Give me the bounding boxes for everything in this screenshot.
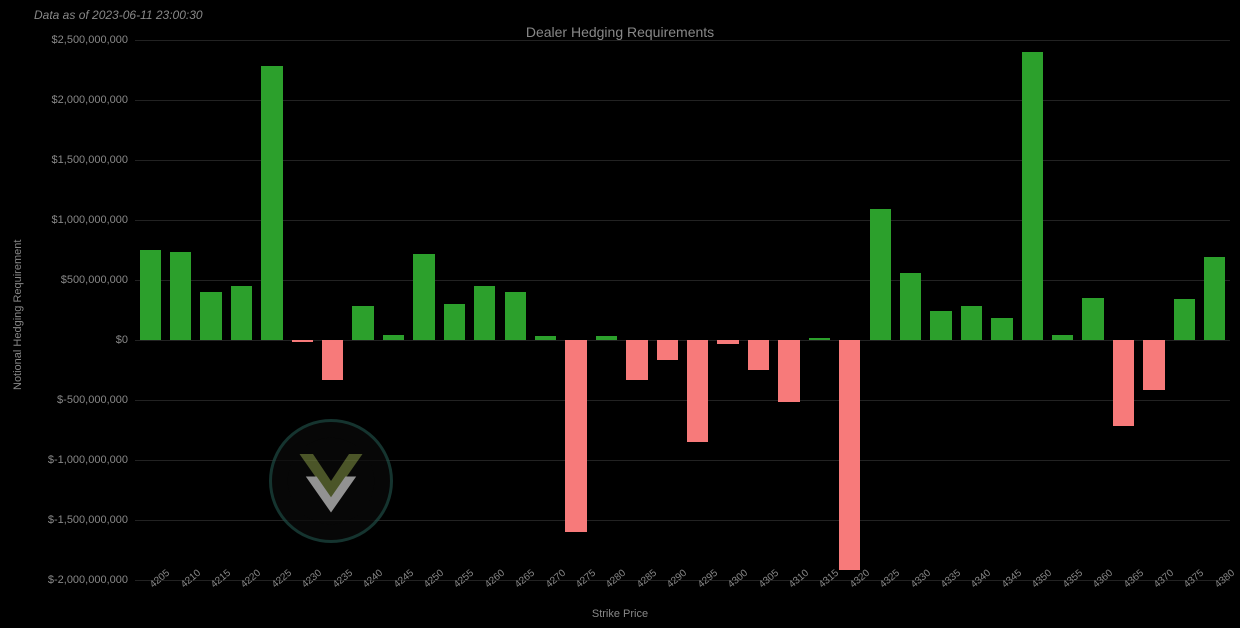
bar bbox=[991, 318, 1012, 340]
bar bbox=[626, 340, 647, 380]
y-tick-label: $1,000,000,000 bbox=[8, 214, 128, 226]
chart-title: Dealer Hedging Requirements bbox=[0, 24, 1240, 40]
gridline bbox=[135, 400, 1230, 401]
bar bbox=[1174, 299, 1195, 340]
bar bbox=[565, 340, 586, 532]
bar bbox=[809, 338, 830, 340]
bar bbox=[1204, 257, 1225, 340]
bar bbox=[839, 340, 860, 570]
timestamp-label: Data as of 2023-06-11 23:00:30 bbox=[34, 8, 203, 22]
bar bbox=[687, 340, 708, 442]
bar bbox=[292, 340, 313, 342]
y-tick-label: $2,500,000,000 bbox=[8, 34, 128, 46]
y-tick-label: $0 bbox=[8, 334, 128, 346]
gridline bbox=[135, 280, 1230, 281]
bar bbox=[1082, 298, 1103, 340]
y-tick-label: $-1,000,000,000 bbox=[8, 454, 128, 466]
bar bbox=[383, 335, 404, 340]
bar bbox=[474, 286, 495, 340]
watermark-logo bbox=[269, 419, 393, 543]
bar bbox=[1022, 52, 1043, 340]
y-tick-label: $1,500,000,000 bbox=[8, 154, 128, 166]
bar bbox=[231, 286, 252, 340]
bar bbox=[900, 273, 921, 340]
bar bbox=[778, 340, 799, 402]
y-tick-label: $-1,500,000,000 bbox=[8, 514, 128, 526]
x-axis-label: Strike Price bbox=[0, 608, 1240, 620]
bar bbox=[1052, 335, 1073, 340]
bar bbox=[322, 340, 343, 380]
bar bbox=[1143, 340, 1164, 390]
gridline bbox=[135, 160, 1230, 161]
y-tick-label: $500,000,000 bbox=[8, 274, 128, 286]
y-tick-label: $-2,000,000,000 bbox=[8, 574, 128, 586]
gridline bbox=[135, 220, 1230, 221]
bar bbox=[717, 340, 738, 344]
bar bbox=[505, 292, 526, 340]
bar bbox=[352, 306, 373, 340]
bar bbox=[261, 66, 282, 340]
y-axis-label: Notional Hedging Requirement bbox=[12, 240, 24, 390]
bar bbox=[1113, 340, 1134, 426]
bar bbox=[930, 311, 951, 340]
gridline bbox=[135, 40, 1230, 41]
bar bbox=[596, 336, 617, 340]
bar bbox=[200, 292, 221, 340]
y-tick-label: $-500,000,000 bbox=[8, 394, 128, 406]
bar bbox=[748, 340, 769, 370]
gridline bbox=[135, 100, 1230, 101]
y-tick-label: $2,000,000,000 bbox=[8, 94, 128, 106]
bar bbox=[961, 306, 982, 340]
bar bbox=[535, 336, 556, 340]
bar bbox=[413, 254, 434, 340]
bar bbox=[657, 340, 678, 360]
bar bbox=[170, 252, 191, 340]
bar bbox=[870, 209, 891, 340]
bar bbox=[140, 250, 161, 340]
bar bbox=[444, 304, 465, 340]
